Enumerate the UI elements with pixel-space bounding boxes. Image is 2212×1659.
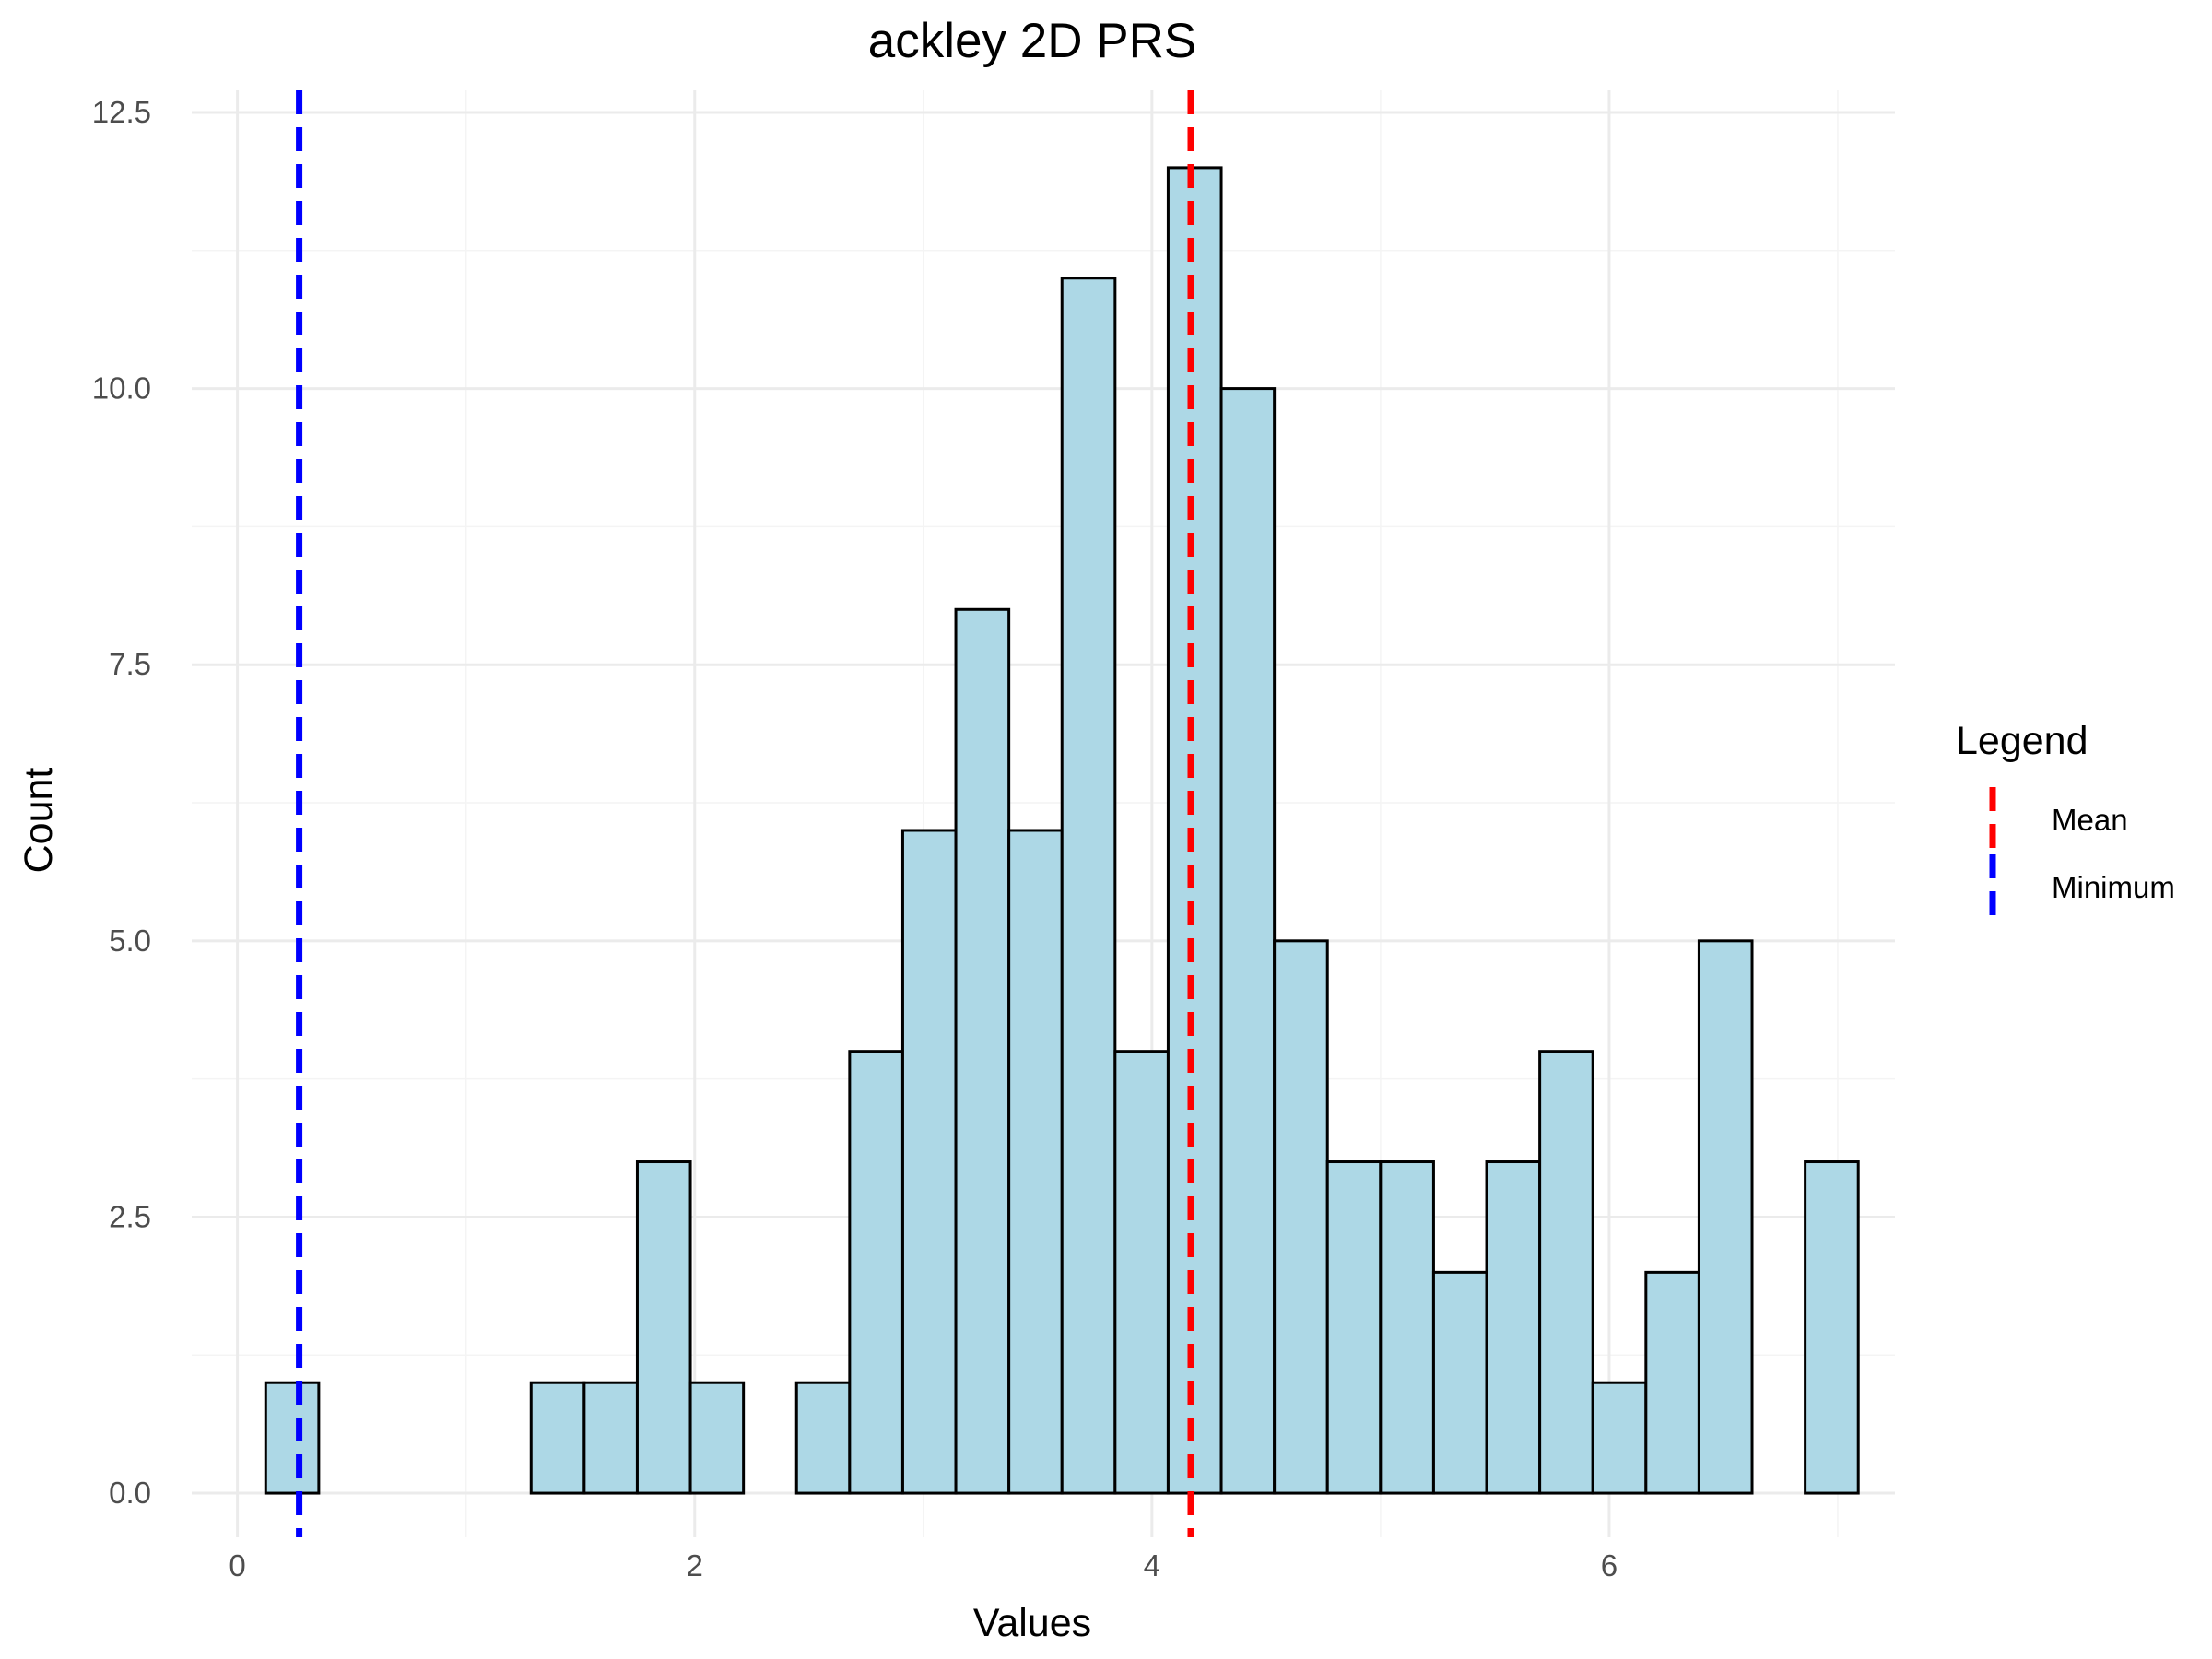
y-tick-label: 12.5: [92, 95, 151, 129]
histogram-bar: [1060, 276, 1117, 1495]
x-tick-label: 6: [1601, 1548, 1618, 1583]
legend-label: Minimum: [2052, 870, 2175, 904]
histogram-bar: [582, 1381, 639, 1495]
x-tick-label: 0: [229, 1548, 245, 1583]
y-axis-tick-labels: 0.0 2.5 5.0 7.5 10.0 12.5: [92, 95, 151, 1510]
histogram-bar: [794, 1381, 852, 1495]
histogram-bar: [900, 829, 958, 1495]
x-tick-label: 2: [687, 1548, 703, 1583]
y-tick-label: 2.5: [109, 1199, 151, 1233]
legend-label: Mean: [2052, 803, 2128, 837]
x-axis-tick-labels: 0 2 4 6: [229, 1548, 1618, 1583]
histogram-bar: [1007, 829, 1064, 1495]
chart-title: ackley 2D PRS: [868, 14, 1196, 68]
plot-area: [192, 90, 1895, 1537]
histogram-bar: [688, 1381, 746, 1495]
histogram-bar: [1804, 1160, 1860, 1495]
histogram-bar: [1431, 1270, 1488, 1495]
histogram-bar: [954, 607, 1011, 1495]
histogram-bar: [529, 1381, 586, 1495]
histogram-bar: [1485, 1160, 1542, 1495]
legend-title: Legend: [1956, 719, 2088, 763]
legend: Legend Mean Minimum: [1956, 719, 2175, 921]
histogram-bar: [1697, 939, 1754, 1495]
x-axis-title: Values: [973, 1601, 1091, 1645]
y-tick-label: 0.0: [109, 1476, 151, 1510]
histogram-bar: [1325, 1160, 1382, 1495]
histogram-bar: [1379, 1160, 1435, 1495]
y-axis-title: Count: [17, 768, 61, 874]
histogram-bar: [1644, 1270, 1700, 1495]
y-tick-label: 7.5: [109, 647, 151, 681]
histogram-bar: [1166, 166, 1223, 1495]
y-tick-label: 10.0: [92, 371, 151, 406]
histogram-bars: [264, 166, 1860, 1495]
histogram-bar: [264, 1381, 321, 1495]
histogram-bar: [1538, 1050, 1594, 1495]
histogram-bar: [848, 1050, 904, 1495]
histogram-bar: [635, 1160, 692, 1495]
legend-entries: Mean Minimum: [1989, 787, 2175, 921]
y-tick-label: 5.0: [109, 924, 151, 958]
histogram-bar: [1113, 1050, 1170, 1495]
histogram-bar: [1591, 1381, 1648, 1495]
histogram-bar: [1219, 387, 1277, 1495]
reference-lines: [296, 90, 1194, 1537]
histogram-bar: [1273, 939, 1329, 1495]
x-tick-label: 4: [1144, 1548, 1160, 1583]
